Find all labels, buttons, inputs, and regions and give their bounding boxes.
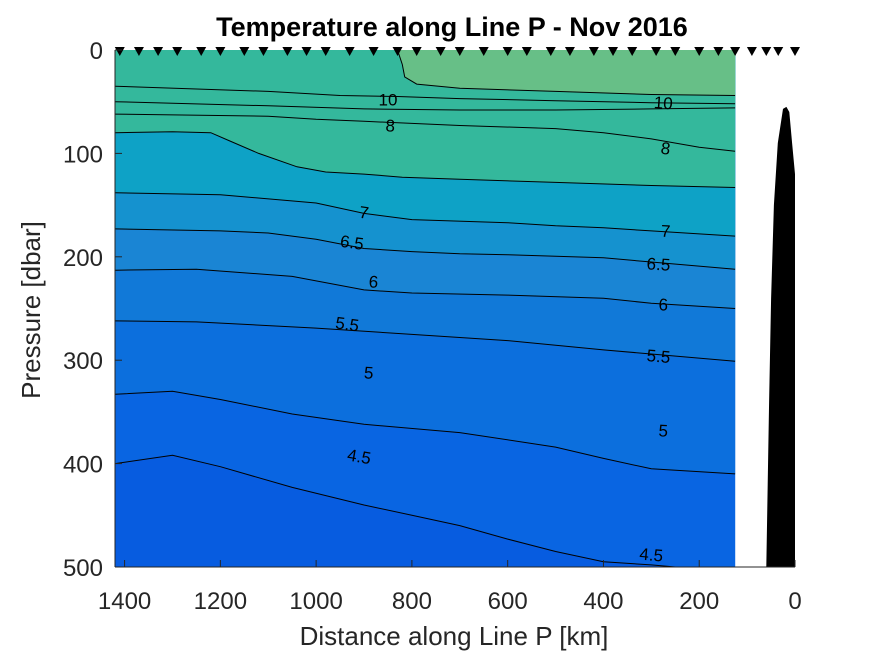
station-marker (435, 47, 446, 56)
x-axis-label: Distance along Line P [km] (300, 621, 609, 651)
station-marker (713, 47, 724, 56)
station-marker (761, 47, 772, 56)
station-marker (790, 47, 800, 56)
contour-line (115, 192, 736, 237)
station-marker (502, 47, 513, 56)
station-marker (172, 47, 183, 56)
station-marker (368, 47, 379, 56)
station-marker (670, 47, 681, 56)
contour-label: 5.5 (334, 313, 360, 335)
station-marker (608, 47, 619, 56)
chart-title: Temperature along Line P - Nov 2016 (216, 12, 688, 42)
contour-label: 6.5 (646, 254, 671, 275)
station-marker (773, 47, 784, 56)
contour-label: 7 (660, 222, 670, 241)
y-tick-label: 100 (63, 141, 103, 168)
y-tick-label: 300 (63, 348, 103, 375)
station-marker (651, 47, 662, 56)
y-tick-label: 400 (63, 452, 103, 479)
x-tick-label: 400 (583, 588, 623, 615)
station-marker (521, 47, 532, 56)
contour-label: 7 (358, 203, 370, 223)
x-tick-label: 800 (392, 588, 432, 615)
x-tick-label: 600 (488, 588, 528, 615)
station-marker (258, 47, 269, 56)
station-marker (196, 47, 207, 56)
station-marker (545, 47, 556, 56)
contour-line (115, 454, 681, 567)
contour-line (115, 320, 736, 362)
station-marker (344, 47, 355, 56)
y-tick-label: 0 (90, 38, 103, 65)
station-marker (564, 47, 575, 56)
contour-label: 6 (658, 295, 668, 314)
station-marker (627, 47, 638, 56)
contour-label: 8 (660, 139, 672, 159)
station-marker (282, 47, 293, 56)
station-marker (730, 47, 741, 56)
contour-label: 5 (363, 363, 374, 383)
station-marker (215, 47, 226, 56)
axes: 1400 1200 1000 800 600 400 200 0 0 100 200 300 400 50… (63, 38, 802, 615)
station-marker (301, 47, 312, 56)
x-tick-label: 1200 (194, 588, 247, 615)
station-marker (588, 47, 599, 56)
contour-label: 10 (378, 91, 397, 110)
station-marker (153, 47, 164, 56)
station-marker (411, 47, 422, 56)
contour-line (115, 131, 736, 188)
station-marker (392, 47, 403, 56)
station-marker (239, 47, 250, 56)
y-tick-label: 500 (63, 555, 103, 582)
station-marker (114, 47, 125, 56)
x-tick-label: 1000 (289, 588, 342, 615)
contour-label: 6 (368, 272, 379, 292)
contour-line (115, 228, 736, 270)
contour-line (115, 268, 736, 309)
contour-line (115, 85, 736, 105)
y-tick-label: 200 (63, 245, 103, 272)
contour-line (115, 101, 736, 111)
station-marker (694, 47, 705, 56)
contour-label: 8 (385, 116, 395, 135)
y-axis-label: Pressure [dbar] (16, 221, 46, 399)
bathymetry (766, 106, 795, 567)
station-marker (133, 47, 144, 56)
contour-label: 5.5 (646, 346, 671, 367)
station-marker (320, 47, 331, 56)
station-marker (454, 47, 465, 56)
station-marker (478, 47, 489, 56)
warm-patch (397, 50, 736, 96)
contour-line (397, 50, 736, 96)
x-tick-label: 0 (788, 588, 801, 615)
contour-label: 4.5 (639, 545, 664, 566)
station-marker (746, 47, 757, 56)
contour-label: 10 (653, 93, 673, 113)
x-tick-label: 200 (679, 588, 719, 615)
contour-label: 5 (658, 421, 668, 440)
contour-line (115, 390, 736, 475)
contour-line (115, 113, 736, 152)
contour-label: 4.5 (346, 445, 373, 468)
x-tick-label: 1400 (98, 588, 151, 615)
contour-label: 6.5 (339, 232, 365, 254)
